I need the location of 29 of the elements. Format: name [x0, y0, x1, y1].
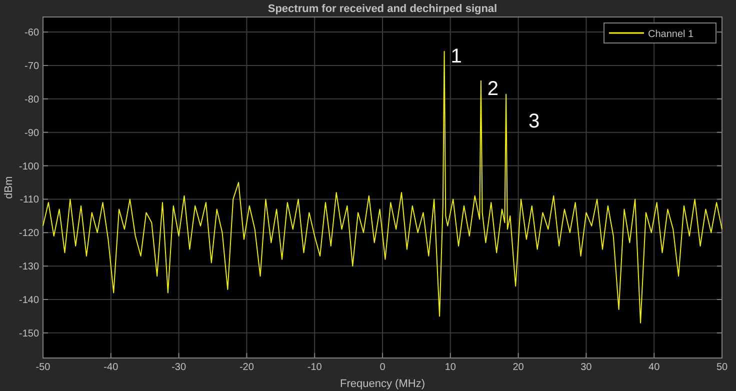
y-axis-title: dBm: [3, 176, 15, 199]
y-tick-label: -120: [18, 228, 40, 240]
y-tick-label: -60: [24, 28, 40, 39]
y-tick-label: -90: [24, 128, 40, 139]
y-tick-label: -140: [18, 294, 40, 306]
chart-title: Spectrum for received and dechirped signal: [268, 3, 498, 15]
x-tick-label: -50: [36, 362, 51, 373]
line-series: [42, 50, 722, 324]
y-tick-label: -80: [24, 94, 40, 106]
x-tick-label: -10: [307, 362, 322, 373]
y-tick-label: -110: [20, 194, 40, 206]
x-tick-label: 20: [512, 362, 524, 373]
x-axis-title: Frequency (MHz): [340, 378, 425, 390]
x-tick-label: 10: [444, 362, 456, 373]
x-tick-label: 30: [580, 362, 592, 373]
annotation: 3: [528, 110, 540, 133]
y-tick-label: -130: [18, 262, 40, 273]
x-tick-label: -30: [172, 362, 186, 373]
x-tick-label: 40: [648, 362, 660, 373]
x-tick-label: -20: [239, 362, 254, 373]
x-tick-label: 50: [716, 362, 728, 373]
y-tick-label: -70: [24, 60, 40, 72]
x-tick-label: 0: [380, 362, 386, 373]
y-tick-label: -150: [18, 328, 40, 340]
y-tick-label: -100: [18, 161, 40, 172]
legend-label: Channel 1: [648, 29, 694, 40]
annotation: 1: [450, 46, 462, 68]
annotation: 2: [487, 78, 499, 100]
x-tick-label: -40: [104, 362, 119, 373]
